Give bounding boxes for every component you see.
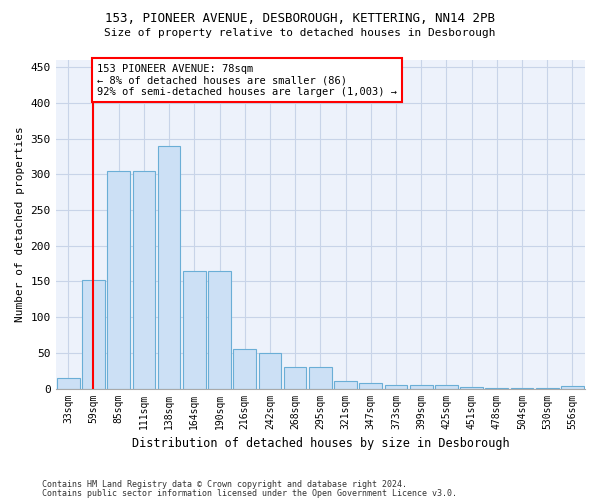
- X-axis label: Distribution of detached houses by size in Desborough: Distribution of detached houses by size …: [131, 437, 509, 450]
- Text: 153 PIONEER AVENUE: 78sqm
← 8% of detached houses are smaller (86)
92% of semi-d: 153 PIONEER AVENUE: 78sqm ← 8% of detach…: [97, 64, 397, 97]
- Text: 153, PIONEER AVENUE, DESBOROUGH, KETTERING, NN14 2PB: 153, PIONEER AVENUE, DESBOROUGH, KETTERI…: [105, 12, 495, 26]
- Bar: [410, 385, 433, 388]
- Bar: [82, 280, 105, 388]
- Bar: [460, 387, 483, 388]
- Bar: [57, 378, 80, 388]
- Bar: [284, 367, 307, 388]
- Bar: [208, 270, 231, 388]
- Text: Size of property relative to detached houses in Desborough: Size of property relative to detached ho…: [104, 28, 496, 38]
- Text: Contains public sector information licensed under the Open Government Licence v3: Contains public sector information licen…: [42, 489, 457, 498]
- Bar: [334, 382, 357, 388]
- Bar: [158, 146, 181, 388]
- Text: Contains HM Land Registry data © Crown copyright and database right 2024.: Contains HM Land Registry data © Crown c…: [42, 480, 407, 489]
- Bar: [309, 367, 332, 388]
- Bar: [183, 270, 206, 388]
- Bar: [133, 170, 155, 388]
- Bar: [107, 170, 130, 388]
- Bar: [359, 383, 382, 388]
- Bar: [385, 385, 407, 388]
- Bar: [259, 353, 281, 388]
- Bar: [233, 350, 256, 389]
- Y-axis label: Number of detached properties: Number of detached properties: [15, 126, 25, 322]
- Bar: [561, 386, 584, 388]
- Bar: [435, 385, 458, 388]
